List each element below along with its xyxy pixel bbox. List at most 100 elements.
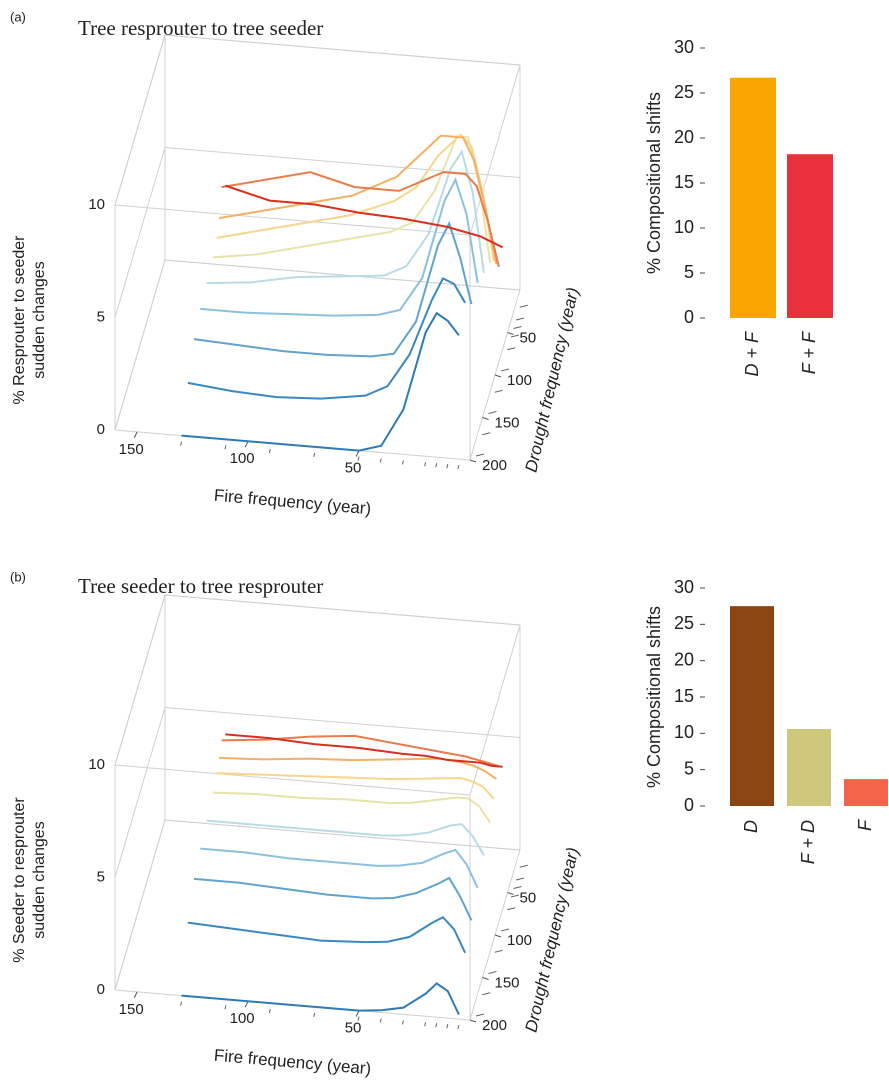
y-tick — [482, 977, 489, 980]
x-value-tick — [180, 441, 183, 446]
panel-label: (b) — [10, 569, 26, 584]
x-value-tick — [379, 1018, 382, 1023]
x-value-tick — [401, 1020, 404, 1025]
y-tick-label: 100 — [507, 372, 532, 389]
y-tick-label: 15 — [674, 686, 694, 706]
x-value-tick — [435, 1023, 438, 1028]
drought-dash — [482, 992, 491, 996]
chart-title: Tree resprouter to tree seeder — [78, 16, 323, 40]
drought-dash — [515, 877, 525, 881]
y-tick-label: 150 — [495, 974, 520, 991]
y-tick-label: 30 — [674, 577, 694, 597]
series-line — [206, 819, 485, 856]
y-tick — [507, 892, 514, 895]
x-value-tick — [268, 449, 271, 454]
drought-dash — [482, 432, 491, 436]
series-line — [187, 277, 467, 400]
panel-label: (a) — [10, 9, 26, 24]
drought-dash — [510, 334, 520, 338]
series-line — [212, 791, 491, 824]
drought-dash — [500, 368, 510, 372]
drought-dash — [488, 411, 497, 414]
drought-dash — [488, 971, 497, 974]
bar — [787, 728, 831, 806]
series-line — [216, 772, 495, 800]
y-tick-label: 200 — [482, 457, 507, 474]
x-axis-label: Fire frequency (year) — [213, 486, 372, 519]
x-tick — [355, 450, 360, 457]
x-tick — [355, 1010, 360, 1017]
x-value-tick — [457, 1024, 460, 1030]
grid-line — [114, 146, 521, 318]
x-value-tick — [357, 1016, 360, 1021]
x-tick-label: 50 — [345, 1020, 362, 1037]
bar — [787, 154, 833, 318]
series-line — [216, 133, 495, 262]
x-tick-label: 100 — [230, 450, 255, 467]
z-tick-label: 10 — [88, 756, 105, 773]
chart-title: Tree seeder to tree resprouter — [78, 574, 323, 598]
y-tick-label: 10 — [674, 722, 694, 742]
z-tick-label: 0 — [97, 981, 105, 998]
y-tick — [469, 1019, 477, 1023]
y-tick-label: 5 — [684, 758, 694, 778]
x-tick — [244, 1001, 249, 1008]
drought-dash — [475, 453, 485, 457]
y-tick-label: 10 — [674, 217, 694, 237]
y-tick-label: 20 — [674, 127, 694, 147]
drought-dash — [494, 389, 503, 393]
y-tick-label: 200 — [482, 1017, 507, 1034]
drought-dash — [500, 928, 510, 932]
series-line — [200, 847, 479, 889]
z-axis-label: % Resprouter to seeder — [11, 235, 28, 405]
bar — [730, 77, 776, 318]
y-tick-label: 0 — [684, 795, 694, 815]
series-line — [193, 220, 473, 358]
grid-line — [114, 819, 521, 991]
x-value-tick — [313, 452, 316, 457]
series-line — [218, 134, 498, 265]
z-tick-label: 10 — [88, 196, 105, 213]
y-tick — [469, 459, 477, 463]
series-line — [221, 734, 500, 768]
y-tick — [507, 332, 514, 335]
z-tick-label: 5 — [97, 868, 105, 885]
y-tick-label: 50 — [520, 889, 537, 906]
x-tick-label: 150 — [119, 1001, 144, 1018]
series-line — [181, 982, 460, 1015]
series-line — [225, 733, 503, 768]
y-tick-label: 25 — [674, 613, 694, 633]
bar — [844, 779, 888, 806]
z-axis-label: % Seeder to resprouter — [11, 797, 28, 963]
x-tick-label: 50 — [345, 460, 362, 477]
x-value-tick — [268, 1009, 271, 1014]
y-axis-label: % Compositional shifts — [644, 606, 664, 788]
box-edge — [469, 624, 521, 796]
y-axis-label: % Compositional shifts — [644, 92, 664, 274]
y-tick-label: 5 — [684, 262, 694, 282]
bar — [730, 606, 774, 806]
x-value-tick — [379, 458, 382, 463]
x-value-tick — [224, 445, 227, 450]
x-tick-label: 150 — [119, 441, 144, 458]
x-value-tick — [313, 1012, 316, 1017]
y-tick-label: 100 — [507, 932, 532, 949]
y-tick — [494, 374, 502, 378]
x-tick-label: 100 — [230, 1010, 255, 1027]
drought-dash — [519, 864, 528, 868]
x-tick-label: F + D — [798, 820, 818, 864]
series-line — [187, 915, 467, 954]
z-axis-label: sudden changes — [31, 821, 48, 938]
x-value-tick — [180, 1001, 183, 1006]
x-tick — [133, 991, 138, 999]
z-axis-label: sudden changes — [31, 261, 48, 378]
x-value-tick — [224, 1005, 227, 1010]
box-edge — [114, 204, 471, 236]
x-value-tick — [446, 1024, 449, 1029]
series-line — [206, 149, 485, 285]
x-value-tick — [357, 456, 360, 461]
drought-dash — [507, 347, 516, 351]
x-tick-label: F — [855, 819, 875, 831]
drought-dash — [507, 907, 516, 911]
